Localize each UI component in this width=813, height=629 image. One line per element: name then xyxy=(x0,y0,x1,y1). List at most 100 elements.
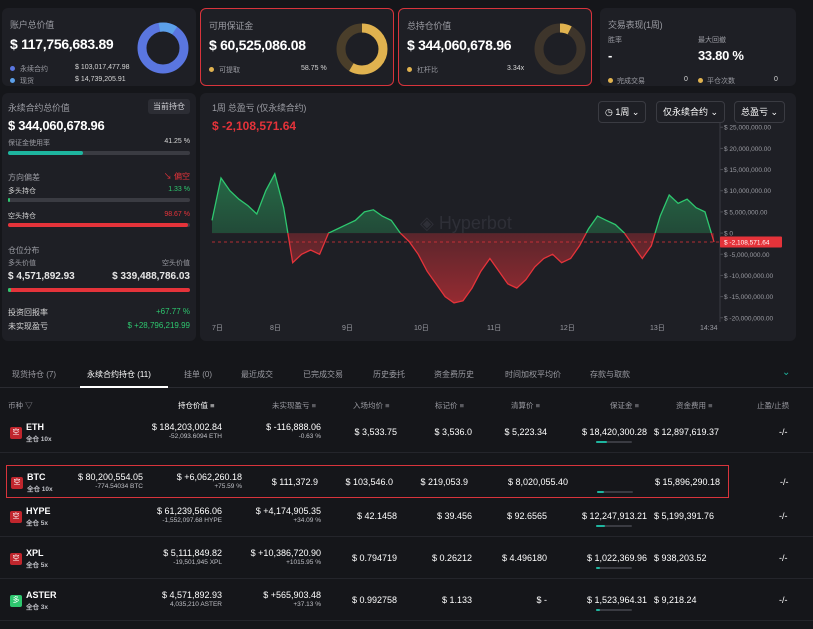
margin-usage-label: 保证金使用率 xyxy=(8,140,50,147)
funding-cell: $ 938,203.52 xyxy=(654,553,707,563)
long-position-bar xyxy=(8,198,190,202)
side-badge: 空 xyxy=(10,553,22,565)
liquidation-price-cell: $ - xyxy=(536,595,547,605)
trade-performance-title: 交易表现(1周) xyxy=(608,20,663,30)
funding-cell: $ 15,896,290.18 xyxy=(655,477,721,487)
available-margin-value: $ 60,525,086.08 xyxy=(209,37,306,53)
chart-title: 1周 总盈亏 (仅永续合约) xyxy=(212,103,307,113)
completed-trades-label: 完成交易 xyxy=(617,78,645,85)
chevron-down-icon: ⌄ xyxy=(768,107,779,117)
spot-value: $ 14,739,205.91 xyxy=(75,76,126,83)
coin-mode: 全仓 10x xyxy=(26,436,52,443)
trade-performance-card: 交易表现(1周) 胜率 - 最大回撤 33.80 % 完成交易 0 平仓次数 0 xyxy=(600,8,796,86)
distribution-label: 仓位分布 xyxy=(8,246,40,255)
current-position-button[interactable]: 当前持仓 xyxy=(148,99,190,114)
flat-dot xyxy=(698,78,703,83)
header-position-value[interactable]: 持仓价值 ≡ xyxy=(178,400,214,411)
direction-text: 偏空 xyxy=(174,172,190,181)
mark-price-cell: $ 1.133 xyxy=(441,595,472,605)
table-row[interactable]: 空 HYPE 全仓 5x $ 61,239,566.06 -1,552,097.68 H… xyxy=(0,495,813,537)
margin-usage-bar xyxy=(8,151,190,155)
short-position-pct: 98.67 % xyxy=(164,211,190,218)
table-row[interactable]: 空 XPL 全仓 5x $ 5,111,849.82 -19,501,945 XPL $ … xyxy=(0,537,813,579)
header-funding-label: 资金费用 xyxy=(676,401,706,410)
coin-cell: ASTER 全仓 3x xyxy=(26,590,57,611)
tpsl-cell[interactable]: -/- xyxy=(779,427,788,437)
header-funding[interactable]: 资金费用 ≡ xyxy=(676,400,712,411)
sort-icon: ≡ xyxy=(535,401,540,410)
unrealized-pnl-cell: $ -116,888.06 -0.63 % xyxy=(266,422,321,440)
short-value-label: 空头价值 xyxy=(162,260,190,267)
header-mark-price[interactable]: 标记价 ≡ xyxy=(435,400,464,411)
tab-spot-positions[interactable]: 现货持仓 (7) xyxy=(12,370,56,379)
header-margin[interactable]: 保证金 ≡ xyxy=(610,400,639,411)
type-dropdown[interactable]: 仅永续合约 ⌄ xyxy=(656,101,726,123)
available-margin-card: 可用保证金 $ 60,525,086.08 可提取 58.75 % xyxy=(200,8,394,86)
tpsl-cell[interactable]: -/- xyxy=(779,553,788,563)
sort-icon: ≡ xyxy=(708,401,713,410)
close-count-value: 0 xyxy=(774,76,778,83)
table-row[interactable]: 空 ETH 全仓 10x $ 184,203,002.84 -52,093.6094 E… xyxy=(0,411,813,453)
tab-perp-positions[interactable]: 永续合约持仓 (11) xyxy=(87,370,151,379)
metric-dropdown[interactable]: 总盈亏 ⌄ xyxy=(734,101,786,123)
margin-bar xyxy=(596,525,632,527)
completed-trades-value: 0 xyxy=(684,76,688,83)
header-pnl-label: 未实现盈亏 xyxy=(272,401,310,410)
chevron-down-icon: ⌄ xyxy=(708,107,719,117)
sort-icon: ≡ xyxy=(311,401,316,410)
header-liq-label: 清算价 xyxy=(511,401,534,410)
tpsl-cell[interactable]: -/- xyxy=(779,595,788,605)
sort-icon: ≡ xyxy=(385,401,390,410)
tab-recent-fills[interactable]: 最近成交 xyxy=(241,370,273,379)
tab-twap[interactable]: 时间加权平均价 xyxy=(505,370,561,379)
leverage-value: 3.34x xyxy=(507,65,525,72)
short-value: $ 339,488,786.03 xyxy=(112,271,190,282)
liquidation-price-cell: $ 4.496180 xyxy=(501,553,547,563)
tpsl-cell[interactable]: -/- xyxy=(779,511,788,521)
win-rate-value: - xyxy=(608,48,613,63)
position-value-cell: $ 5,111,849.82 -19,501,945 XPL xyxy=(163,548,222,566)
table-row[interactable]: 空 BTC 全仓 10x $ 80,200,554.05 -774.54034 BTC $… xyxy=(6,465,789,498)
mark-price-cell: $ 103,546.0 xyxy=(345,477,393,487)
header-coin-label: 币种 xyxy=(8,401,23,410)
header-unrealized-pnl[interactable]: 未实现盈亏 ≡ xyxy=(272,400,316,411)
max-drawdown-value: 33.80 % xyxy=(698,48,744,63)
funding-cell: $ 5,199,391.76 xyxy=(654,511,715,521)
perp-label: 永续合约 xyxy=(20,66,48,73)
unrealized-pnl-value: $ +28,796,219.99 xyxy=(127,321,190,330)
long-position-label: 多头持仓 xyxy=(8,188,36,195)
close-count-label: 平仓次数 xyxy=(707,78,735,85)
chart-watermark: ◈ Hyperbot xyxy=(420,213,512,234)
header-coin[interactable]: 币种 ▽ xyxy=(8,400,33,411)
max-drawdown-label: 最大回撤 xyxy=(698,37,726,44)
header-tpsl: 止盈/止损 xyxy=(757,401,790,410)
collapse-chevron-icon[interactable]: ⌄ xyxy=(782,367,791,378)
tpsl-cell[interactable]: -/- xyxy=(780,477,789,487)
long-position-pct: 1.33 % xyxy=(168,186,190,193)
tabs-bar xyxy=(0,360,813,388)
tab-funding-history[interactable]: 资金费历史 xyxy=(434,370,474,379)
distribution-bar xyxy=(8,288,190,292)
spot-label: 现货 xyxy=(20,78,34,85)
direction-value: ↘ 偏空 xyxy=(164,171,190,182)
chevron-down-icon: ⌄ xyxy=(629,107,640,117)
unrealized-pnl-cell: $ +565,903.48 +37.13 % xyxy=(263,590,321,608)
tab-order-history[interactable]: 历史委托 xyxy=(373,370,405,379)
tab-completed-trades[interactable]: 已完成交易 xyxy=(303,370,343,379)
header-position-value-label: 持仓价值 xyxy=(178,401,208,410)
table-row[interactable]: 多 ASTER 全仓 3x $ 4,571,892.93 4,035,210 ASTER… xyxy=(0,579,813,621)
available-margin-title: 可用保证金 xyxy=(209,21,254,31)
short-position-bar xyxy=(8,223,190,227)
short-position-label: 空头持仓 xyxy=(8,213,36,220)
unrealized-pnl-cell: $ +4,174,905.35 +34.09 % xyxy=(255,506,321,524)
side-badge: 空 xyxy=(10,511,22,523)
tab-deposits-withdrawals[interactable]: 存款与取款 xyxy=(590,370,630,379)
header-entry-price[interactable]: 入场均价 ≡ xyxy=(353,400,389,411)
period-dropdown[interactable]: ◷ 1周 ⌄ xyxy=(598,101,647,123)
position-value-cell: $ 4,571,892.93 4,035,210 ASTER xyxy=(161,590,222,608)
header-liquidation-price[interactable]: 清算价 ≡ xyxy=(511,400,540,411)
tab-open-orders[interactable]: 挂单 (0) xyxy=(184,370,212,379)
perp-summary-panel: 永续合约总价值 当前持仓 $ 344,060,678.96 保证金使用率 41.… xyxy=(2,93,196,341)
header-mark-label: 标记价 xyxy=(435,401,458,410)
sort-icon: ≡ xyxy=(210,401,215,410)
